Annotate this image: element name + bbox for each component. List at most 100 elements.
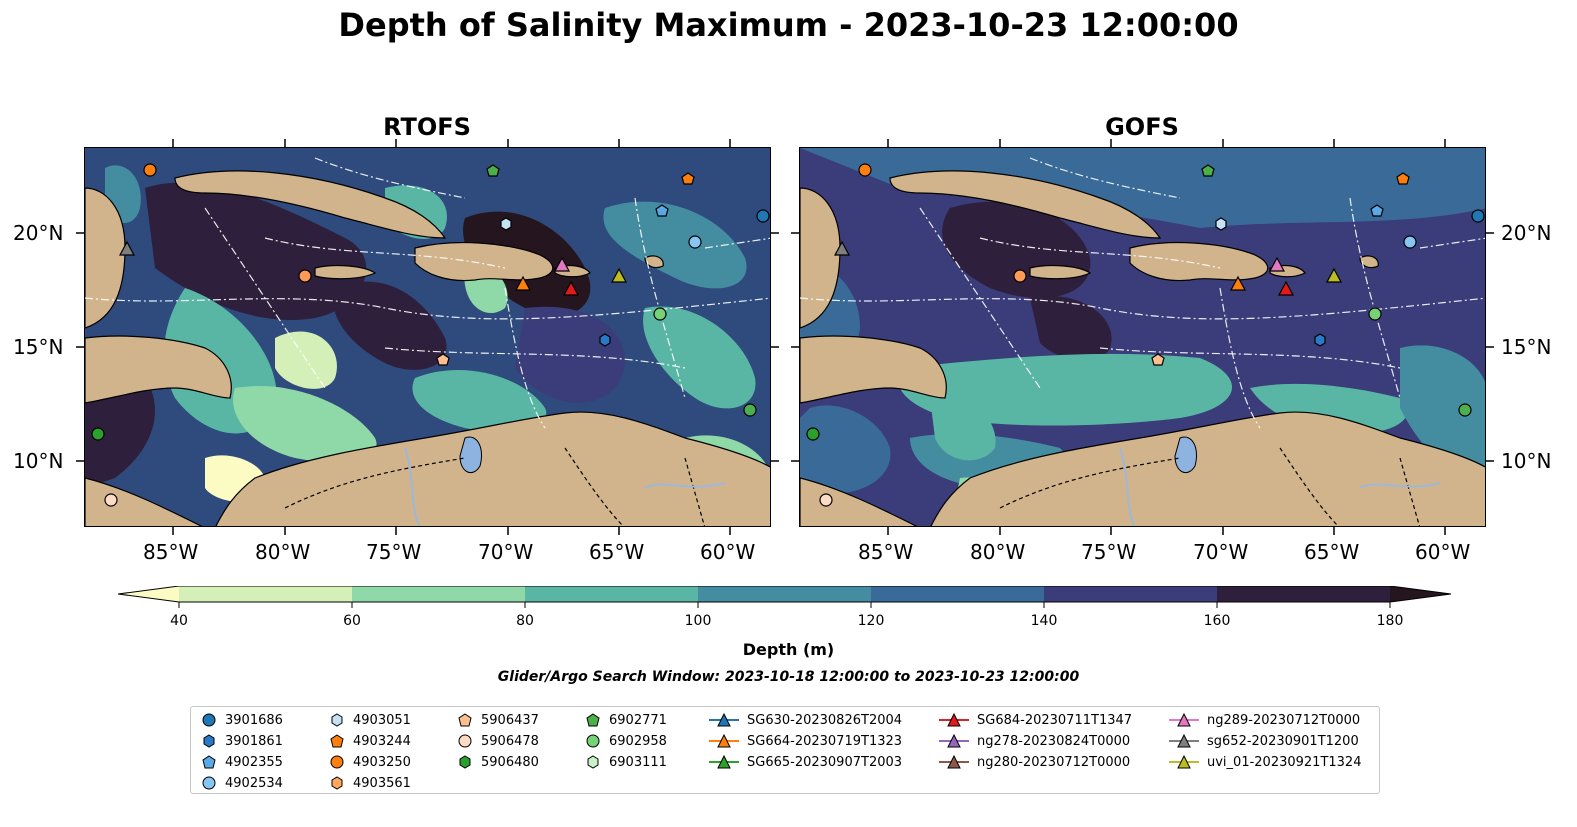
pentagon-marker-icon: [330, 734, 344, 748]
legend-item: 5906437: [457, 710, 539, 730]
legend-item: 4903244: [329, 731, 411, 751]
circle-marker-icon: [202, 713, 216, 727]
lon-tick-label: 80°W: [255, 540, 311, 564]
rtofs-field: [85, 148, 770, 526]
colorbar-label: Depth (m): [742, 640, 835, 659]
lat-tick-label: 20°N: [1501, 221, 1552, 245]
legend-label: 4903561: [353, 775, 411, 791]
colorbar-bin: [871, 586, 1044, 602]
legend-label: SG665-20230907T2003: [747, 754, 903, 770]
colorbar-bin: [179, 586, 352, 602]
legend-item: 6902958: [585, 731, 667, 751]
pentagon-marker-icon: [458, 713, 472, 727]
map-panel-gofs: [799, 147, 1486, 527]
legend-label: 5906480: [481, 754, 539, 770]
lon-tick-label: 80°W: [970, 540, 1026, 564]
rtofs-platforms: [91, 163, 770, 507]
legend-item: 4902534: [201, 773, 283, 793]
colorbar-extend-low: [118, 586, 179, 602]
legend-item: 6902771: [585, 710, 667, 730]
gofs-platforms: [806, 163, 1485, 507]
colorbar-tick-label: 120: [857, 613, 885, 629]
legend-label: 5906478: [481, 733, 539, 749]
legend-item: 4903051: [329, 710, 411, 730]
legend-item: 4903250: [329, 752, 411, 772]
gofs-field: [800, 148, 1485, 526]
circle-marker-icon: [586, 734, 600, 748]
axis-ticks: [76, 139, 1494, 535]
lat-tick-label: 10°N: [13, 449, 64, 473]
search-window-caption: Glider/Argo Search Window: 2023-10-18 12…: [497, 669, 1080, 685]
legend-item: uvi_01-20230921T1324: [1169, 752, 1361, 772]
legend-label: 3901686: [225, 712, 283, 728]
triangle-line-marker-icon: [939, 754, 969, 769]
lon-tick-label: 85°W: [143, 540, 199, 564]
legend-label: 4903250: [353, 754, 411, 770]
legend-item: 6903111: [585, 752, 667, 772]
circle-marker-icon: [330, 755, 344, 769]
hexagon-marker-icon: [459, 755, 471, 769]
colorbar-tick-label: 60: [343, 613, 361, 629]
legend-label: 6903111: [609, 754, 667, 770]
legend-label: sg652-20230901T1200: [1207, 733, 1359, 749]
pentagon-marker-icon: [202, 755, 216, 769]
legend: 3901686 3901861 4902355 4902534 4903051 …: [190, 706, 1380, 794]
legend-item: 5906480: [457, 752, 539, 772]
legend-item: ng278-20230824T0000: [939, 731, 1130, 751]
legend-item: ng280-20230712T0000: [939, 752, 1130, 772]
hexagon-marker-icon: [587, 755, 599, 769]
colorbar-bin: [1044, 586, 1217, 602]
legend-label: 6902958: [609, 733, 667, 749]
legend-label: 4902355: [225, 754, 283, 770]
lon-tick-label: 60°W: [700, 540, 756, 564]
legend-item: 4903561: [329, 773, 411, 793]
colorbar-tick-label: 180: [1376, 613, 1404, 629]
legend-label: ng289-20230712T0000: [1207, 712, 1361, 728]
legend-label: 4902534: [225, 775, 283, 791]
lon-tick-label: 70°W: [478, 540, 534, 564]
hexagon-marker-icon: [331, 776, 343, 790]
legend-label: 3901861: [225, 733, 283, 749]
legend-label: ng278-20230824T0000: [977, 733, 1131, 749]
panel-title-gofs: GOFS: [1105, 113, 1179, 141]
lon-tick-label: 85°W: [858, 540, 914, 564]
legend-item: 3901861: [201, 731, 283, 751]
lat-tick-label: 15°N: [1501, 335, 1552, 359]
triangle-line-marker-icon: [1169, 733, 1199, 748]
legend-label: ng280-20230712T0000: [977, 754, 1131, 770]
legend-item: 3901686: [201, 710, 283, 730]
legend-item: SG684-20230711T1347: [939, 710, 1132, 730]
triangle-line-marker-icon: [1169, 754, 1199, 769]
legend-label: 4903244: [353, 733, 411, 749]
legend-item: SG630-20230826T2004: [709, 710, 902, 730]
legend-item: SG665-20230907T2003: [709, 752, 902, 772]
triangle-line-marker-icon: [709, 733, 739, 748]
colorbar-tick-label: 40: [170, 613, 188, 629]
legend-item: ng289-20230712T0000: [1169, 710, 1360, 730]
legend-label: SG684-20230711T1347: [977, 712, 1133, 728]
figure-title: Depth of Salinity Maximum - 2023-10-23 1…: [338, 6, 1239, 44]
hexagon-marker-icon: [331, 713, 343, 727]
colorbar-bin: [352, 586, 525, 602]
lat-tick-label: 10°N: [1501, 449, 1552, 473]
lon-tick-label: 60°W: [1415, 540, 1471, 564]
colorbar-bin: [1217, 586, 1390, 602]
colorbar-tick-label: 160: [1203, 613, 1231, 629]
circle-marker-icon: [458, 734, 472, 748]
triangle-line-marker-icon: [939, 712, 969, 727]
legend-label: SG630-20230826T2004: [747, 712, 903, 728]
legend-label: uvi_01-20230921T1324: [1207, 754, 1362, 770]
map-panel-rtofs: [84, 147, 771, 527]
colorbar-bin: [525, 586, 698, 602]
pentagon-marker-icon: [586, 713, 600, 727]
triangle-line-marker-icon: [1169, 712, 1199, 727]
legend-item: sg652-20230901T1200: [1169, 731, 1359, 751]
lon-tick-label: 70°W: [1193, 540, 1249, 564]
lon-tick-label: 75°W: [366, 540, 422, 564]
triangle-line-marker-icon: [939, 733, 969, 748]
circle-marker-icon: [202, 776, 216, 790]
legend-item: SG664-20230719T1323: [709, 731, 902, 751]
lon-tick-label: 75°W: [1081, 540, 1137, 564]
colorbar-extend-high: [1390, 586, 1451, 602]
lat-tick-label: 20°N: [13, 221, 64, 245]
